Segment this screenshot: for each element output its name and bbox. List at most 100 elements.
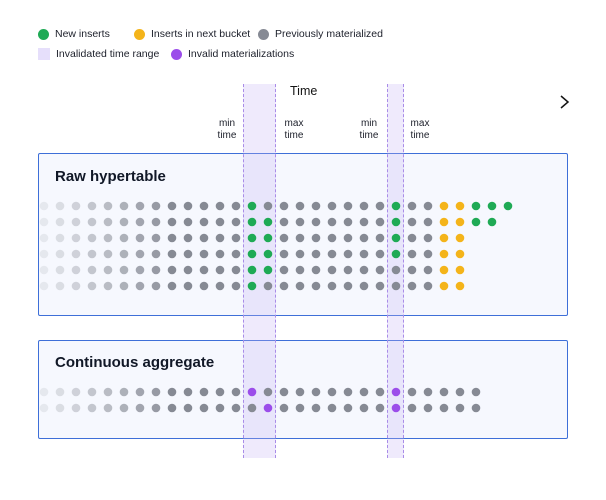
previously-materialized-dot <box>327 217 337 227</box>
previously-materialized-dot <box>279 233 289 243</box>
previously-materialized-dot <box>151 265 161 275</box>
previously-materialized-dot <box>231 249 241 259</box>
previously-materialized-dot <box>295 217 305 227</box>
previously-materialized-dot <box>215 387 225 397</box>
next-bucket-dot <box>455 265 465 275</box>
legend-label: New inserts <box>55 28 110 40</box>
previously-materialized-dot <box>103 387 113 397</box>
previously-materialized-dot <box>199 217 209 227</box>
previously-materialized-dot <box>151 403 161 413</box>
new-insert-dot <box>247 249 257 259</box>
previously-materialized-dot <box>199 249 209 259</box>
previously-materialized-dot <box>375 265 385 275</box>
yellow-dot-icon <box>134 28 145 40</box>
next-bucket-dot <box>439 281 449 291</box>
panel-title: Continuous aggregate <box>55 354 215 371</box>
previously-materialized-dot <box>87 265 97 275</box>
previously-materialized-dot <box>119 265 129 275</box>
previously-materialized-dot <box>167 281 177 291</box>
previously-materialized-dot <box>279 201 289 211</box>
previously-materialized-dot <box>327 403 337 413</box>
previously-materialized-dot <box>407 201 417 211</box>
previously-materialized-dot <box>39 403 49 413</box>
previously-materialized-dot <box>327 201 337 211</box>
new-insert-dot <box>247 233 257 243</box>
previously-materialized-dot <box>231 201 241 211</box>
previously-materialized-dot <box>391 281 401 291</box>
legend-label: Invalid materializations <box>188 48 295 60</box>
previously-materialized-dot <box>103 265 113 275</box>
previously-materialized-dot <box>471 403 481 413</box>
previously-materialized-dot <box>311 281 321 291</box>
new-insert-dot <box>487 217 497 227</box>
previously-materialized-dot <box>135 201 145 211</box>
previously-materialized-dot <box>119 217 129 227</box>
previously-materialized-dot <box>55 249 65 259</box>
previously-materialized-dot <box>55 217 65 227</box>
previously-materialized-dot <box>231 265 241 275</box>
previously-materialized-dot <box>71 249 81 259</box>
previously-materialized-dot <box>327 387 337 397</box>
previously-materialized-dot <box>119 201 129 211</box>
previously-materialized-dot <box>407 403 417 413</box>
previously-materialized-dot <box>119 387 129 397</box>
previously-materialized-dot <box>103 249 113 259</box>
time-axis <box>40 95 570 109</box>
min-time-label: min time <box>359 118 379 141</box>
previously-materialized-dot <box>151 249 161 259</box>
previously-materialized-dot <box>311 387 321 397</box>
previously-materialized-dot <box>215 281 225 291</box>
previously-materialized-dot <box>439 387 449 397</box>
previously-materialized-dot <box>87 281 97 291</box>
previously-materialized-dot <box>231 403 241 413</box>
previously-materialized-dot <box>71 201 81 211</box>
previously-materialized-dot <box>359 281 369 291</box>
previously-materialized-dot <box>423 387 433 397</box>
previously-materialized-dot <box>455 403 465 413</box>
previously-materialized-dot <box>199 387 209 397</box>
new-insert-dot <box>487 201 497 211</box>
previously-materialized-dot <box>135 217 145 227</box>
previously-materialized-dot <box>295 403 305 413</box>
previously-materialized-dot <box>151 233 161 243</box>
new-insert-dot <box>263 217 273 227</box>
previously-materialized-dot <box>167 217 177 227</box>
previously-materialized-dot <box>87 217 97 227</box>
previously-materialized-dot <box>407 281 417 291</box>
previously-materialized-dot <box>455 387 465 397</box>
previously-materialized-dot <box>215 217 225 227</box>
previously-materialized-dot <box>263 201 273 211</box>
new-insert-dot <box>503 201 513 211</box>
previously-materialized-dot <box>295 249 305 259</box>
invalid-materialization-dot <box>263 403 273 413</box>
previously-materialized-dot <box>119 403 129 413</box>
new-insert-dot <box>471 217 481 227</box>
previously-materialized-dot <box>103 403 113 413</box>
previously-materialized-dot <box>55 387 65 397</box>
max-time-label: max time <box>410 118 430 141</box>
previously-materialized-dot <box>279 217 289 227</box>
previously-materialized-dot <box>375 249 385 259</box>
previously-materialized-dot <box>39 281 49 291</box>
previously-materialized-dot <box>423 201 433 211</box>
previously-materialized-dot <box>391 265 401 275</box>
new-insert-dot <box>391 201 401 211</box>
previously-materialized-dot <box>279 403 289 413</box>
previously-materialized-dot <box>407 217 417 227</box>
previously-materialized-dot <box>407 265 417 275</box>
previously-materialized-dot <box>311 249 321 259</box>
previously-materialized-dot <box>135 387 145 397</box>
previously-materialized-dot <box>151 217 161 227</box>
next-bucket-dot <box>439 233 449 243</box>
new-insert-dot <box>391 249 401 259</box>
previously-materialized-dot <box>359 387 369 397</box>
previously-materialized-dot <box>343 265 353 275</box>
previously-materialized-dot <box>183 233 193 243</box>
previously-materialized-dot <box>39 249 49 259</box>
legend-label: Inserts in next bucket <box>151 28 251 40</box>
previously-materialized-dot <box>167 403 177 413</box>
min-time-label: min time <box>217 118 237 141</box>
previously-materialized-dot <box>407 233 417 243</box>
new-insert-dot <box>247 201 257 211</box>
previously-materialized-dot <box>215 265 225 275</box>
